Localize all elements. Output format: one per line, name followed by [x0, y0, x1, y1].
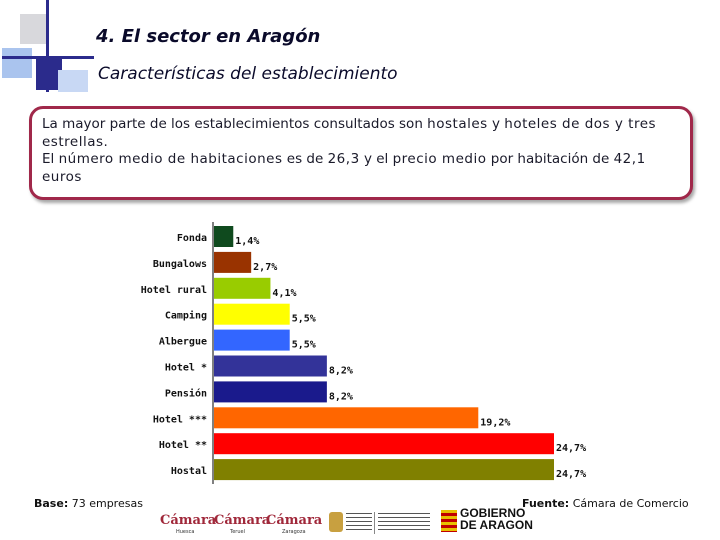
summary-text: La mayor parte de los establecimientos c…	[42, 116, 428, 132]
vertical-line	[46, 0, 49, 92]
corner-square-dark	[36, 56, 62, 90]
summary-paragraph-1: La mayor parte de los establecimientos c…	[42, 116, 680, 151]
category-label: Fonda	[177, 233, 207, 244]
bar-albergue	[214, 329, 290, 351]
bar-hotel-	[214, 355, 327, 377]
camara-zaragoza-logo: Cámara	[266, 513, 322, 528]
value-label: 5,5%	[292, 314, 316, 325]
value-label: 8,2%	[329, 366, 353, 377]
horizontal-line	[2, 56, 94, 59]
footer-source: Fuente: Cámara de Comercio	[522, 497, 689, 510]
ministerio-divider	[374, 512, 375, 534]
bar-hotel-	[214, 407, 479, 429]
category-label: Hotel rural	[141, 285, 207, 296]
category-label: Hotel *	[165, 363, 207, 374]
logo-text: Cámara	[214, 513, 271, 528]
summary-highlight: precio medio	[392, 151, 487, 167]
value-label: 19,2%	[480, 417, 510, 428]
page-title: 4. El sector en Aragón	[96, 26, 321, 47]
source-label: Fuente:	[522, 497, 570, 510]
bar-fonda	[214, 226, 234, 247]
camara-teruel-logo: Cámara	[214, 513, 270, 528]
value-label: 24,7%	[556, 469, 586, 480]
value-label: 24,7%	[556, 443, 586, 454]
category-label: Hotel ***	[153, 414, 207, 425]
ministerio-text-block	[346, 513, 372, 533]
ministerio-text-block-2	[378, 513, 430, 533]
bar-camping	[214, 303, 290, 325]
logo-text: Cámara	[266, 513, 323, 528]
summary-box: La mayor parte de los establecimientos c…	[29, 106, 693, 200]
summary-highlight: hostales	[427, 116, 488, 132]
value-label: 8,2%	[329, 391, 353, 402]
summary-highlight: 26,3	[327, 151, 360, 167]
camara-huesca-logo: Cámara	[160, 513, 216, 528]
base-value: 73 empresas	[68, 497, 143, 510]
logo-subtext: Huesca	[176, 529, 195, 535]
value-label: 4,1%	[272, 288, 296, 299]
gobierno-aragon-logo: GOBIERNO DE ARAGON	[460, 507, 533, 531]
category-label: Bungalows	[153, 259, 207, 270]
bar-hotel-	[214, 433, 554, 455]
logo-subtext: Zaragoza	[282, 529, 306, 535]
summary-paragraph-2: El número medio de habitaciones es de 26…	[42, 151, 680, 186]
bar-bungalows	[214, 251, 252, 273]
category-label: Camping	[165, 310, 207, 322]
logo-text: GOBIERNO	[460, 506, 526, 520]
summary-text: por habitación de	[486, 151, 614, 167]
value-label: 1,4%	[235, 236, 259, 247]
corner-square-light-2	[58, 70, 88, 92]
category-label: Pensión	[165, 387, 207, 399]
category-label: Hostal	[171, 466, 207, 477]
summary-highlight: 42,1 euros	[42, 151, 646, 185]
base-label: Base:	[34, 497, 69, 510]
bar-hostal	[214, 459, 554, 481]
summary-text: El	[42, 151, 59, 167]
corner-square-gray	[20, 14, 46, 44]
summary-highlight: número medio de habitaciones	[58, 151, 283, 167]
page-subtitle: Características del establecimiento	[98, 64, 398, 84]
value-label: 5,5%	[292, 340, 316, 351]
category-label: Albergue	[159, 337, 207, 348]
summary-text: y el	[359, 151, 393, 167]
ministerio-emblem-icon	[329, 512, 343, 532]
source-value: Cámara de Comercio	[569, 497, 689, 510]
logo-text: DE ARAGON	[460, 518, 533, 532]
bar-hotel-rural	[214, 277, 271, 299]
footer-base: Base: 73 empresas	[34, 497, 143, 510]
gobierno-aragon-emblem-icon	[441, 510, 457, 532]
summary-text: y	[487, 116, 505, 132]
category-label: Hotel **	[159, 440, 207, 451]
value-label: 2,7%	[253, 262, 277, 273]
logo-subtext: Teruel	[230, 529, 245, 535]
summary-highlight: hoteles de dos y tres estrellas.	[42, 116, 657, 150]
corner-square-light-1	[2, 48, 32, 78]
logo-text: Cámara	[160, 513, 217, 528]
bar-pensi-n	[214, 381, 327, 403]
summary-text: es de	[282, 151, 328, 167]
